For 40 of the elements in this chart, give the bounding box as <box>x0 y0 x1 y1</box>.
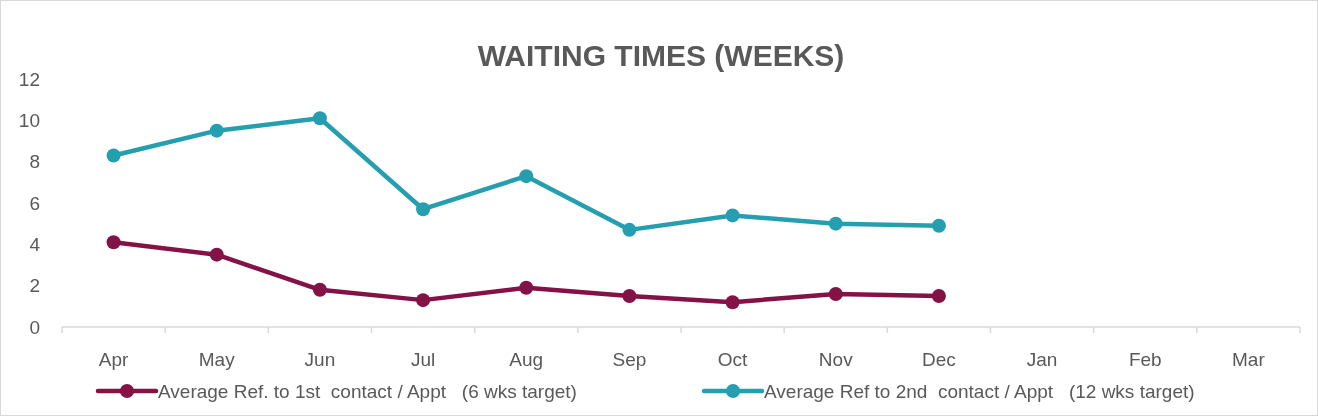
x-tick-label: Feb <box>1128 349 1162 370</box>
point <box>931 218 946 233</box>
x-tick-label: Jan <box>1026 349 1058 370</box>
point <box>519 169 534 184</box>
point <box>931 289 946 303</box>
y-tick-label: 12 <box>18 68 40 90</box>
point <box>622 222 637 237</box>
chart-title: WAITING TIMES (WEEKS) <box>477 39 845 72</box>
x-tick-label: Aug <box>509 349 544 370</box>
y-tick-label: 4 <box>29 233 41 255</box>
point <box>828 286 843 301</box>
y-tick-label: 8 <box>29 151 40 173</box>
point <box>828 216 843 231</box>
point <box>725 295 740 310</box>
y-tick-label: 0 <box>29 316 40 338</box>
y-tick-label: 10 <box>18 109 40 131</box>
point <box>106 148 121 163</box>
point <box>106 235 121 250</box>
x-tick-label: Mar <box>1232 349 1266 370</box>
x-tick-label: Sep <box>612 349 647 370</box>
x-tick-label: May <box>198 349 236 370</box>
x-tick-label: Dec <box>922 349 956 370</box>
point <box>416 293 431 308</box>
point <box>209 247 224 262</box>
point <box>209 123 224 138</box>
y-tick-label: 6 <box>29 192 40 214</box>
point <box>519 280 534 295</box>
x-tick-label: Apr <box>98 349 130 370</box>
x-tick-label: Oct <box>717 349 749 370</box>
x-tick-label: Nov <box>818 349 854 370</box>
point <box>312 282 327 297</box>
legend-label: Average Ref to 2nd contact / Appt (12 wks target) <box>764 381 1195 402</box>
point <box>416 202 431 217</box>
legend-label: Average Ref. to 1st contact / Appt (6 wks target) <box>158 381 577 402</box>
point <box>725 208 740 223</box>
x-tick-label: Jun <box>304 349 336 370</box>
point <box>622 289 637 303</box>
point <box>312 111 327 126</box>
y-tick-label: 2 <box>29 275 40 297</box>
x-tick-label: Jul <box>410 349 436 370</box>
